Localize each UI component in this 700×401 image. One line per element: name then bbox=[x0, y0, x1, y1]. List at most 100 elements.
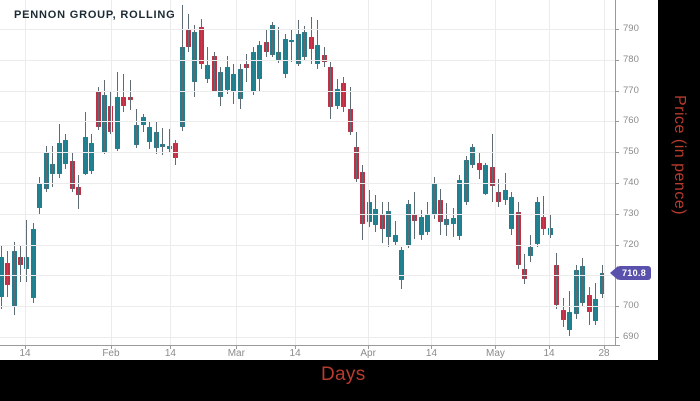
candle-wick bbox=[433, 177, 435, 219]
candle-wick bbox=[136, 108, 138, 149]
x-tick-label: 14 bbox=[19, 348, 31, 359]
candle-wick bbox=[524, 253, 526, 284]
candle-wick bbox=[259, 41, 261, 91]
x-tick-label: 28 bbox=[598, 348, 610, 359]
candle-wick bbox=[452, 207, 454, 237]
y-axis-title: Price (in pence) bbox=[671, 95, 688, 216]
v-gridline bbox=[431, 0, 433, 345]
candle-wick bbox=[291, 30, 293, 62]
candle-wick bbox=[543, 196, 545, 236]
h-gridline bbox=[0, 275, 615, 277]
candle-wick bbox=[394, 221, 396, 246]
candle-wick bbox=[556, 252, 558, 310]
candle-wick bbox=[207, 47, 209, 84]
candle-wick bbox=[129, 80, 131, 110]
candle-wick bbox=[569, 291, 571, 337]
x-tick-mark bbox=[110, 345, 112, 349]
y-axis-line bbox=[615, 0, 616, 346]
v-gridline bbox=[295, 0, 297, 345]
v-gridline bbox=[549, 0, 551, 345]
x-tick-mark bbox=[25, 345, 26, 349]
candle-wick bbox=[343, 77, 345, 113]
candle-wick bbox=[194, 25, 196, 98]
candle-wick bbox=[304, 25, 306, 60]
h-gridline bbox=[0, 306, 615, 308]
x-tick-label: Feb bbox=[102, 348, 120, 359]
candle-wick bbox=[388, 202, 390, 248]
candle-wick bbox=[239, 63, 241, 109]
chart-stage: 28 14 May 14 Apr 14 Mar 14 Feb 14 790 780 770 760 750 7… bbox=[0, 0, 658, 360]
candle-wick bbox=[297, 20, 299, 66]
candle-wick bbox=[440, 188, 442, 236]
y-tick-mark bbox=[615, 90, 619, 92]
candle-wick bbox=[465, 155, 467, 206]
candlestick-chart: 28 14 May 14 Apr 14 Mar 14 Feb 14 790 780 770 760 750 7… bbox=[0, 0, 639, 359]
candle-wick bbox=[485, 162, 487, 196]
x-tick-label: 14 bbox=[289, 348, 301, 359]
candle-wick bbox=[407, 200, 409, 248]
last-price-badge: 710.8 bbox=[610, 265, 652, 280]
candle-wick bbox=[362, 165, 364, 241]
candle-wick bbox=[420, 210, 422, 241]
y-tick-label: 720 bbox=[623, 238, 639, 250]
candle-wick bbox=[330, 61, 332, 119]
y-tick-label: 790 bbox=[623, 22, 639, 34]
candle-wick bbox=[220, 66, 222, 106]
v-gridline bbox=[604, 0, 605, 345]
candle-wick bbox=[478, 153, 480, 180]
candle-wick bbox=[32, 223, 34, 304]
y-tick-label: 740 bbox=[623, 176, 639, 188]
candle-wick bbox=[491, 133, 493, 203]
y-tick-mark bbox=[615, 336, 619, 338]
y-tick-mark bbox=[615, 59, 619, 61]
x-tick-label: May bbox=[485, 348, 505, 359]
candle-wick bbox=[517, 202, 519, 269]
x-tick-mark bbox=[549, 345, 551, 349]
h-gridline bbox=[0, 244, 615, 246]
candle-wick bbox=[252, 47, 254, 96]
candle-wick bbox=[213, 52, 215, 93]
y-tick-mark bbox=[615, 213, 619, 215]
candle-wick bbox=[39, 176, 41, 216]
y-tick-mark bbox=[615, 28, 619, 30]
badge-arrow-icon bbox=[610, 265, 618, 280]
v-gridline bbox=[495, 0, 497, 345]
candle-wick bbox=[284, 33, 286, 79]
candle-wick bbox=[142, 113, 144, 132]
candle-wick bbox=[181, 5, 183, 131]
candle-wick bbox=[52, 146, 54, 187]
candle-wick bbox=[200, 18, 202, 69]
last-price-value: 710.8 bbox=[617, 265, 652, 280]
candle-wick bbox=[149, 121, 151, 150]
y-tick-label: 750 bbox=[623, 146, 639, 158]
h-gridline bbox=[0, 152, 615, 154]
y-tick-label: 770 bbox=[623, 84, 639, 96]
candle-wick bbox=[187, 13, 189, 53]
candle-wick bbox=[265, 30, 267, 57]
candle-wick bbox=[601, 264, 603, 298]
x-tick-mark bbox=[604, 345, 605, 349]
candle-wick bbox=[168, 128, 170, 154]
candle-wick bbox=[123, 73, 125, 113]
candle-wick bbox=[427, 202, 429, 236]
candle-wick bbox=[336, 78, 338, 109]
candle-wick bbox=[317, 20, 319, 69]
y-tick-label: 780 bbox=[623, 53, 639, 65]
candle-wick bbox=[272, 21, 273, 57]
v-gridline bbox=[110, 0, 112, 345]
candle-wick bbox=[530, 235, 532, 262]
candle-wick bbox=[84, 112, 86, 176]
candle-wick bbox=[45, 146, 47, 193]
h-gridline bbox=[0, 90, 615, 92]
candle-wick bbox=[504, 172, 506, 206]
candle-wick bbox=[278, 27, 280, 63]
y-tick-mark bbox=[615, 152, 619, 154]
x-tick-label: 14 bbox=[425, 348, 438, 359]
candle-wick bbox=[498, 178, 500, 208]
x-tick-label: Apr bbox=[360, 348, 376, 359]
h-gridline bbox=[0, 213, 615, 215]
candle-wick bbox=[65, 133, 67, 170]
y-tick-mark bbox=[615, 182, 619, 184]
x-tick-mark bbox=[295, 345, 297, 349]
